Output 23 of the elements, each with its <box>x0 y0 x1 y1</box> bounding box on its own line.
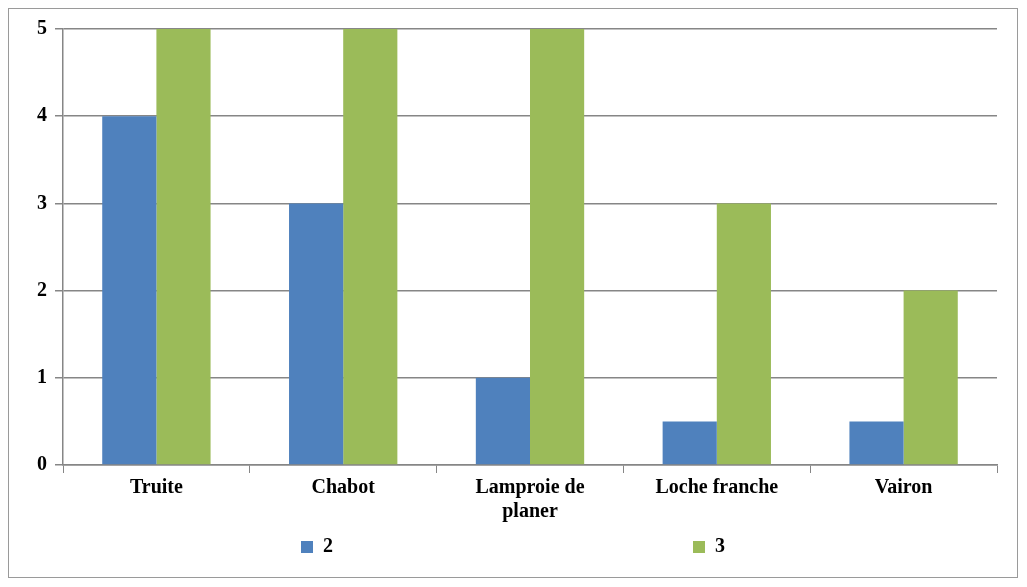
x-tick-label: Lamproie de planer <box>475 475 585 523</box>
y-tick-label: 5 <box>37 16 47 39</box>
bar <box>289 203 344 465</box>
y-tick-label: 0 <box>37 452 47 475</box>
x-tick-label: Vairon <box>874 475 933 498</box>
bar <box>102 116 157 465</box>
bar <box>716 203 771 465</box>
x-tick-label: Truite <box>129 475 183 498</box>
legend-label: 3 <box>715 534 725 557</box>
bar <box>343 29 398 465</box>
y-tick-label: 1 <box>37 364 47 387</box>
bar <box>530 29 585 465</box>
bar <box>475 377 530 465</box>
bar <box>156 29 211 465</box>
bar <box>662 421 717 465</box>
x-tick-label: Loche franche <box>655 475 779 498</box>
y-tick-label: 4 <box>37 103 47 126</box>
bar <box>849 421 904 465</box>
y-tick-label: 2 <box>37 277 47 300</box>
y-tick-label: 3 <box>37 190 47 213</box>
bar <box>903 290 958 465</box>
x-tick-label: Chabot <box>311 475 376 498</box>
legend-label: 2 <box>323 534 683 557</box>
